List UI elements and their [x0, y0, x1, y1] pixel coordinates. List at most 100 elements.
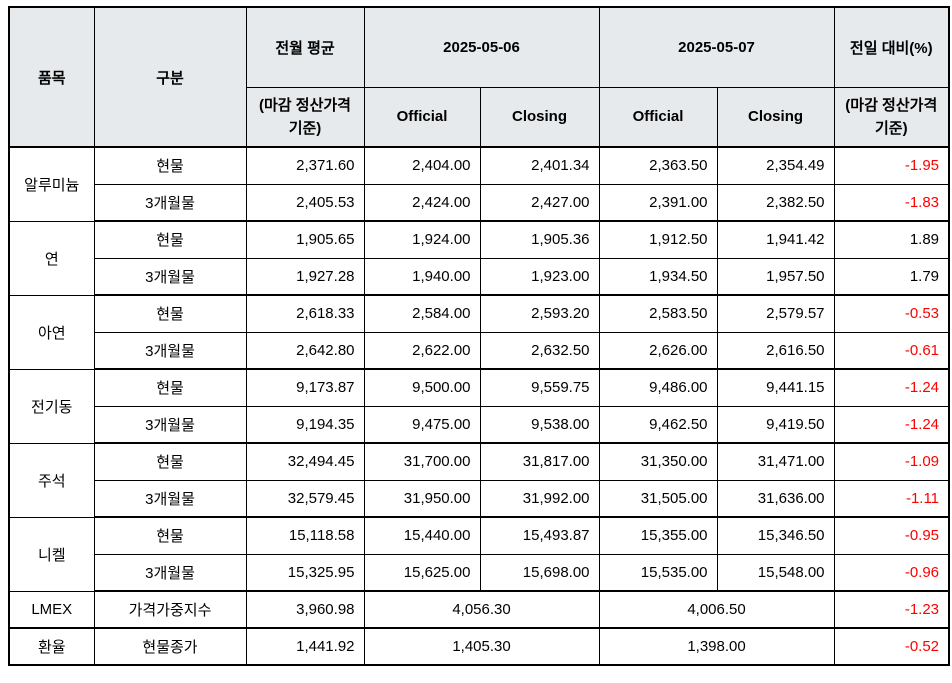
prev-avg-cell: 15,118.58: [245, 516, 365, 555]
prev-avg-cell: 15,325.95: [245, 553, 365, 592]
date1-closing-cell: 31,817.00: [479, 442, 600, 481]
date1-official-cell: 2,622.00: [363, 331, 481, 370]
col-header-day-over-day: 전일 대비(%): [833, 6, 950, 88]
date1-closing-cell: 31,992.00: [479, 479, 600, 518]
category-cell: 3개월물: [93, 405, 247, 444]
col-header-prev-month-avg: 전월 평균: [245, 6, 365, 88]
table-row: 알루미늄 현물 2,371.60 2,404.00 2,401.34 2,363.50 2,…: [8, 146, 950, 222]
date2-official-cell: 31,505.00: [598, 479, 718, 518]
category-cell: 3개월물: [93, 479, 247, 518]
day-over-day-cell: -1.24: [833, 405, 950, 444]
date2-official-cell: 2,626.00: [598, 331, 718, 370]
prev-avg-cell: 32,579.45: [245, 479, 365, 518]
date2-closing-cell: 15,346.50: [716, 516, 835, 555]
day-over-day-cell: -0.53: [833, 294, 950, 333]
col-subheader-date1-official: Official: [363, 86, 481, 148]
category-cell: 현물: [93, 442, 247, 481]
date1-closing-cell: 1,923.00: [479, 257, 600, 296]
item-cell: LMEX: [8, 590, 95, 629]
day-over-day-cell: 1.79: [833, 257, 950, 296]
item-cell: 환율: [8, 627, 95, 666]
table-row: LMEX 가격가중지수 3,960.98 4,056.30 4,006.50 -1.23: [8, 590, 950, 629]
category-cell: 현물: [93, 220, 247, 259]
day-over-day-cell: -1.83: [833, 183, 950, 222]
item-cell: 알루미늄: [8, 146, 95, 222]
item-cell: 전기동: [8, 368, 95, 444]
prev-avg-cell: 32,494.45: [245, 442, 365, 481]
date1-closing-cell: 15,698.00: [479, 553, 600, 592]
date1-official-cell: 31,950.00: [363, 479, 481, 518]
date2-official-cell: 9,462.50: [598, 405, 718, 444]
prev-avg-cell: 9,173.87: [245, 368, 365, 407]
category-cell: 현물: [93, 294, 247, 333]
date1-closing-cell: 2,593.20: [479, 294, 600, 333]
category-cell: 3개월물: [93, 257, 247, 296]
date2-closing-cell: 2,579.57: [716, 294, 835, 333]
date2-official-cell: 2,583.50: [598, 294, 718, 333]
date1-closing-cell: 2,632.50: [479, 331, 600, 370]
col-subheader-date2-closing: Closing: [716, 86, 835, 148]
date1-official-cell: 15,625.00: [363, 553, 481, 592]
date1-closing-cell: 15,493.87: [479, 516, 600, 555]
date2-closing-cell: 15,548.00: [716, 553, 835, 592]
category-cell: 3개월물: [93, 183, 247, 222]
date2-official-cell: 15,535.00: [598, 553, 718, 592]
date1-closing-cell: 9,538.00: [479, 405, 600, 444]
day-over-day-cell: -0.61: [833, 331, 950, 370]
day-over-day-cell: -0.95: [833, 516, 950, 555]
date2-closing-cell: 9,441.15: [716, 368, 835, 407]
date2-official-cell: 1,934.50: [598, 257, 718, 296]
item-cell: 니켈: [8, 516, 95, 592]
date1-value-cell: 1,405.30: [363, 627, 600, 666]
day-over-day-cell: -1.11: [833, 479, 950, 518]
prev-avg-cell: 1,441.92: [245, 627, 365, 666]
item-cell: 연: [8, 220, 95, 296]
date2-official-cell: 9,486.00: [598, 368, 718, 407]
day-over-day-cell: 1.89: [833, 220, 950, 259]
date2-official-cell: 1,912.50: [598, 220, 718, 259]
date2-official-cell: 2,391.00: [598, 183, 718, 222]
category-cell: 현물: [93, 146, 247, 185]
col-subheader-prev-month-basis: (마감 정산가격 기준): [245, 86, 365, 148]
table-row: 3개월물 32,579.45 31,950.00 31,992.00 31,505.00…: [9, 479, 950, 518]
date1-closing-cell: 9,559.75: [479, 368, 600, 407]
date2-closing-cell: 31,471.00: [716, 442, 835, 481]
table-row: 3개월물 9,194.35 9,475.00 9,538.00 9,462.50 9,41…: [9, 405, 950, 444]
date1-official-cell: 2,584.00: [363, 294, 481, 333]
date2-closing-cell: 2,382.50: [716, 183, 835, 222]
date1-official-cell: 9,500.00: [363, 368, 481, 407]
date1-closing-cell: 2,401.34: [479, 146, 600, 185]
date2-value-cell: 4,006.50: [598, 590, 835, 629]
date2-closing-cell: 2,616.50: [716, 331, 835, 370]
prev-avg-cell: 2,642.80: [245, 331, 365, 370]
date2-official-cell: 15,355.00: [598, 516, 718, 555]
prev-avg-cell: 3,960.98: [245, 590, 365, 629]
category-cell: 가격가중지수: [93, 590, 247, 629]
date1-official-cell: 9,475.00: [363, 405, 481, 444]
date2-value-cell: 1,398.00: [598, 627, 835, 666]
table-row: 연 현물 1,905.65 1,924.00 1,905.36 1,912.50 1,941…: [8, 220, 950, 296]
table-row: 니켈 현물 15,118.58 15,440.00 15,493.87 15,355.00…: [8, 516, 950, 592]
col-subheader-date2-official: Official: [598, 86, 718, 148]
day-over-day-cell: -1.95: [833, 146, 950, 185]
col-subheader-date1-closing: Closing: [479, 86, 600, 148]
col-header-item: 품목: [8, 6, 95, 148]
date1-closing-cell: 2,427.00: [479, 183, 600, 222]
prev-avg-cell: 2,371.60: [245, 146, 365, 185]
prev-avg-cell: 2,405.53: [245, 183, 365, 222]
date2-closing-cell: 1,957.50: [716, 257, 835, 296]
col-subheader-dod-basis: (마감 정산가격 기준): [833, 86, 950, 148]
date1-official-cell: 2,404.00: [363, 146, 481, 185]
table-row: 아연 현물 2,618.33 2,584.00 2,593.20 2,583.50 2,57…: [8, 294, 950, 370]
col-header-date2: 2025-05-07: [598, 6, 835, 88]
day-over-day-cell: -0.96: [833, 553, 950, 592]
lme-price-table: 품목 구분 전월 평균 2025-05-06 2025-05-07 전일 대비(…: [8, 6, 951, 666]
prev-avg-cell: 9,194.35: [245, 405, 365, 444]
table-row: 3개월물 2,642.80 2,622.00 2,632.50 2,626.00 2,61…: [9, 331, 950, 370]
table-row: 전기동 현물 9,173.87 9,500.00 9,559.75 9,486.00 9,4…: [8, 368, 950, 444]
day-over-day-cell: -1.09: [833, 442, 950, 481]
table-row: 3개월물 15,325.95 15,625.00 15,698.00 15,535.00…: [9, 553, 950, 592]
date1-closing-cell: 1,905.36: [479, 220, 600, 259]
date1-official-cell: 15,440.00: [363, 516, 481, 555]
